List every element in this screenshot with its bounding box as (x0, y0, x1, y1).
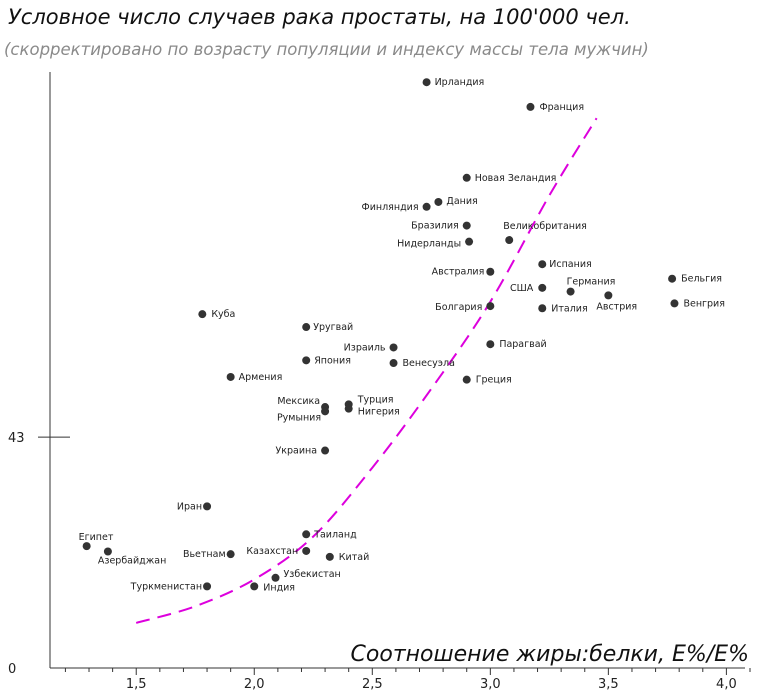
data-point (604, 291, 613, 300)
x-axis-label: Соотношение жиры:белки, E%/E% (351, 642, 749, 667)
data-point (462, 173, 471, 182)
point-label: Франция (539, 102, 584, 113)
point-label: Мексика (277, 396, 320, 407)
x-tick-label: 3,5 (598, 677, 619, 692)
data-point (486, 302, 495, 311)
point-label: Туркменистан (130, 581, 202, 592)
data-point (302, 356, 311, 365)
point-label: Бельгия (681, 274, 722, 285)
point-label: Турция (357, 394, 394, 405)
data-point (203, 502, 212, 511)
point-label: США (510, 283, 534, 294)
data-point (505, 236, 514, 245)
point-label: Индия (263, 582, 295, 593)
point-label: Германия (567, 277, 616, 288)
data-point (302, 546, 311, 555)
data-point (271, 573, 280, 582)
point-label: Новая Зеландия (475, 173, 557, 184)
point-label: Армения (239, 372, 283, 383)
y-tick-label: 43 (8, 431, 25, 446)
data-point (422, 78, 431, 87)
y-tick-label: 0 (8, 662, 16, 677)
data-point (198, 310, 207, 319)
point-label: Нидерланды (397, 239, 461, 250)
point-label: Египет (79, 532, 114, 543)
point-label: Узбекистан (284, 569, 341, 580)
point-label: Австралия (432, 267, 485, 278)
data-point (103, 547, 112, 556)
chart-subtitle: (скорректировано по возрасту популяции и… (4, 40, 649, 59)
data-point (538, 304, 547, 313)
point-label: Румыния (277, 412, 321, 423)
data-point (526, 102, 535, 111)
point-label: Австрия (596, 301, 637, 312)
point-label: Таиланд (313, 529, 357, 540)
data-point (321, 446, 330, 455)
data-point (389, 359, 398, 368)
data-point (538, 283, 547, 292)
point-label: Казахстан (246, 546, 298, 557)
data-point (250, 582, 259, 591)
point-label: Венгрия (683, 298, 724, 309)
data-point (302, 530, 311, 539)
x-tick-label: 2,5 (362, 677, 383, 692)
data-point (226, 550, 235, 559)
chart-title: Условное число случаев рака простаты, на… (8, 5, 631, 29)
data-point (226, 372, 235, 381)
data-point (486, 340, 495, 349)
point-label: Болгария (435, 302, 482, 313)
x-tick-label: 3,0 (480, 677, 501, 692)
point-label: Италия (551, 303, 587, 314)
point-label: Уругвай (313, 322, 353, 333)
point-label: Украина (275, 446, 317, 457)
data-point (389, 343, 398, 352)
point-label: Ирландия (435, 77, 485, 88)
point-label: Израиль (344, 342, 386, 353)
data-point (325, 552, 334, 561)
data-point (82, 542, 91, 551)
point-label: Азербайджан (98, 555, 166, 566)
point-label: Вьетнам (183, 549, 226, 560)
x-tick-label: 1,5 (126, 677, 147, 692)
data-points: Ирландия Франция Новая Зеландия Дания Финлян… (79, 77, 725, 593)
point-label: Дания (446, 196, 477, 207)
point-label: Нигерия (358, 407, 400, 418)
point-label: Финляндия (362, 202, 419, 213)
point-label: Китай (339, 552, 369, 563)
data-point (302, 323, 311, 332)
trend-curve (135, 117, 598, 624)
data-point (668, 274, 677, 283)
data-point (670, 299, 679, 308)
data-point (203, 582, 212, 591)
data-point (538, 260, 547, 269)
data-point (462, 375, 471, 384)
x-tick-label: 2,0 (244, 677, 265, 692)
data-point (321, 407, 330, 416)
axes: 1,5 2,0 2,5 3,0 3,5 4,0 0 43 (8, 72, 751, 692)
point-label: Греция (476, 375, 512, 386)
point-label: Испания (549, 259, 591, 270)
data-point (434, 197, 443, 206)
point-label: Бразилия (411, 221, 459, 232)
data-point (462, 221, 471, 230)
x-tick-label: 4,0 (716, 677, 737, 692)
point-label: Иран (177, 501, 202, 512)
data-point (344, 404, 353, 413)
point-label: Парагвай (499, 339, 546, 350)
point-label: Венесуэла (403, 358, 455, 369)
data-point (465, 237, 474, 246)
point-label: Великобритания (503, 221, 587, 232)
data-point (566, 287, 575, 296)
data-point (422, 202, 431, 211)
point-label: Япония (314, 355, 351, 366)
data-point (486, 267, 495, 276)
point-label: Куба (211, 309, 235, 320)
